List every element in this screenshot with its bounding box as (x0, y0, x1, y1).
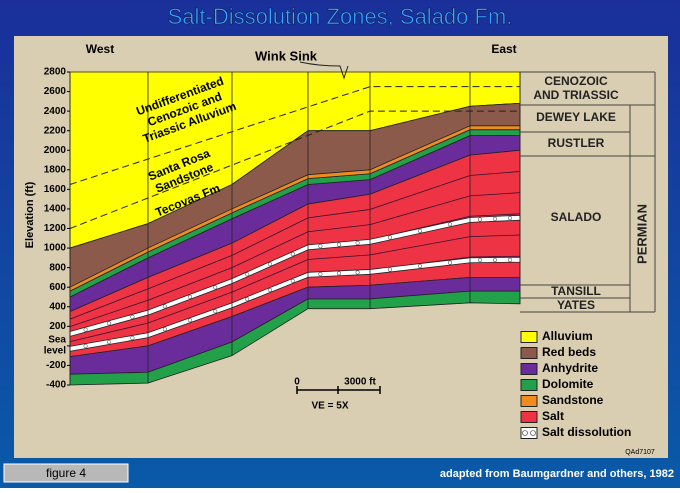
unit-label: TANSILL (551, 284, 601, 298)
y-tick-label: 1000 (44, 243, 67, 254)
legend-dot (522, 430, 528, 436)
dissolution-dot (267, 262, 273, 267)
y-tick-label: 2600 (44, 86, 67, 97)
scale-bar (296, 386, 381, 394)
dissolution-dot (507, 216, 513, 221)
y-tick-label: 1800 (44, 164, 67, 175)
dissolution-dot (267, 287, 273, 293)
y-tick-label: 800 (49, 262, 66, 273)
dissolution-dot (387, 235, 393, 240)
code: QAd7107 (625, 449, 655, 456)
dissolution-dot (477, 217, 483, 222)
axis-label: Elevation (ft) (24, 181, 36, 248)
east-label: East (491, 42, 516, 56)
dissolution-dot (492, 216, 498, 221)
scale-ve: VE = 5X (312, 401, 349, 412)
dissolution-dot (355, 270, 360, 275)
figure-box (3, 463, 129, 483)
legend-swatch (520, 395, 538, 407)
legend-swatch (520, 411, 538, 423)
contact-line (69, 86, 520, 185)
unit-label: AND TRIASSIC (533, 88, 619, 102)
y-tick-label: 2000 (44, 145, 67, 156)
dissolution-dot (83, 344, 88, 349)
dissolution-dot (162, 327, 167, 332)
title: Salt-Dissolution Zones, Salado Fm. (168, 4, 513, 29)
dissolution-dot (417, 228, 423, 233)
contact-line (69, 110, 520, 229)
dissolution-dot (162, 304, 167, 309)
dissolution-dot (187, 294, 193, 299)
y-tick-label: 2800 (44, 67, 67, 78)
y-tick-label: 200 (49, 321, 66, 332)
west-label: West (86, 42, 114, 56)
dissolution-dot (245, 297, 250, 302)
legend-swatch (520, 347, 538, 359)
dissolution-dot (447, 222, 453, 227)
legend-dot (530, 430, 536, 436)
scale-zero: 0 (294, 377, 300, 388)
unit-column (520, 71, 656, 313)
scale-length: 3000 ft (344, 377, 376, 388)
dissolution-dot (290, 252, 295, 257)
legend-swatch (520, 427, 538, 439)
dissolution-dot (387, 267, 393, 272)
dissolution-dot (447, 260, 453, 265)
sink-notch (299, 61, 349, 80)
legend-swatch (520, 379, 538, 391)
legend-label: Anhydrite (542, 361, 598, 375)
unit-label: SALADO (551, 210, 602, 224)
dissolution-dot (83, 327, 88, 332)
dissolution-dot (417, 264, 423, 269)
dissolution-dot (106, 321, 112, 326)
dissolution-dot (336, 271, 342, 276)
dissolution-dot (355, 240, 360, 245)
feature-label: Wink Sink (255, 48, 318, 63)
legend-swatch (520, 363, 538, 375)
y-tick-label: 2400 (44, 106, 67, 117)
y-tick-label: level (44, 346, 66, 357)
cross-section: 2800260024002200200018001600140012001000… (44, 61, 656, 439)
y-tick-label: 1200 (44, 223, 67, 234)
y-tick-label: -200 (46, 360, 66, 371)
dissolution-dot (213, 309, 218, 314)
dissolution-dot (477, 258, 483, 263)
dissolution-dot (318, 272, 323, 277)
dissolution-dot (106, 339, 112, 345)
credit: adapted from Baumgardner and others, 198… (440, 468, 674, 480)
legend-label: Salt (542, 409, 564, 423)
dissolution-dot (507, 257, 513, 262)
legend-swatch (520, 331, 538, 343)
dissolution-dot (130, 314, 135, 319)
unit-label: YATES (557, 298, 595, 312)
y-tick-label: -400 (46, 380, 66, 391)
legend-label: Sandstone (542, 393, 604, 407)
y-tick-label: Sea (48, 335, 66, 346)
dissolution-dot (290, 278, 295, 283)
legend-label: Salt dissolution (542, 425, 631, 439)
unit-label: DEWEY LAKE (536, 110, 616, 124)
unit-label: RUSTLER (548, 136, 605, 150)
dissolution-dot (245, 272, 250, 277)
y-tick-label: 600 (49, 282, 66, 293)
legend-label: Red beds (542, 345, 596, 359)
dissolution-dot (213, 285, 218, 290)
figure-label: figure 4 (46, 466, 86, 480)
unit-label: PERMIAN (634, 204, 649, 264)
dissolution-dot (492, 257, 498, 263)
y-tick-label: 400 (49, 301, 66, 312)
legend-label: Alluvium (542, 329, 593, 343)
y-tick-label: 1400 (44, 204, 67, 215)
unit-label: CENOZOIC (544, 74, 608, 88)
dissolution-dot (130, 335, 135, 340)
dissolution-dot (318, 244, 323, 249)
y-tick-label: 2200 (44, 125, 67, 136)
y-tick-label: 1600 (44, 184, 67, 195)
dissolution-dot (187, 318, 193, 323)
legend-label: Dolomite (542, 377, 594, 391)
dissolution-dot (336, 242, 342, 247)
